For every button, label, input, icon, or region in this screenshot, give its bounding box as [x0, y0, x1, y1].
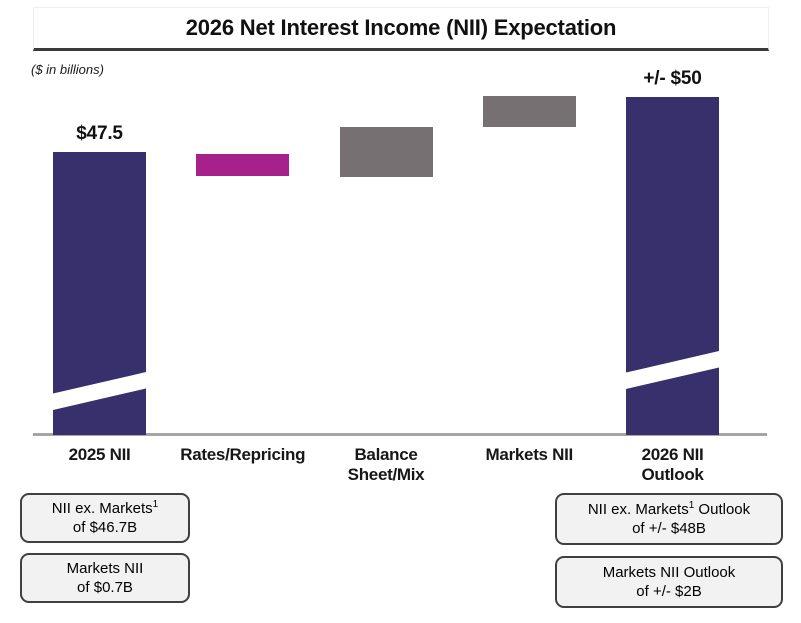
chart-title: 2026 Net Interest Income (NII) Expectati… [185, 15, 617, 40]
category-label-2025-nii: 2025 NII [25, 445, 175, 465]
bar-rates-repricing [196, 154, 290, 176]
axis-break-slash [626, 347, 719, 393]
category-label-markets-nii: Markets NII [454, 445, 604, 465]
category-label-line: 2026 NII [641, 445, 704, 464]
callout-line: NII ex. Markets1 Outlook [587, 500, 751, 519]
bar-2025-nii [53, 152, 146, 435]
callout-line: NII ex. Markets1 [51, 499, 159, 518]
callout-line: of +/- $2B [636, 583, 702, 600]
callout-line: Markets NII [66, 560, 144, 577]
category-label-balance-sheet-mix: Balance Sheet/Mix [311, 445, 461, 485]
bar-markets-nii [482, 96, 576, 127]
category-label-line: Markets NII [485, 445, 574, 464]
x-axis-line [33, 433, 767, 436]
callout-nii-ex-markets-outlook: NII ex. Markets1 Outlook of +/- $48B [555, 493, 783, 545]
units-note: ($ in billions) [31, 62, 104, 77]
bar-value-label-2026-nii-outlook: +/- $50 [643, 68, 702, 89]
category-label-line: Rates/Repricing [180, 445, 306, 464]
callout-markets-nii: Markets NII of $0.7B [20, 553, 190, 603]
callout-line: of $46.7B [72, 519, 138, 536]
category-label-rates-repricing: Rates/Repricing [168, 445, 318, 465]
category-label-line: Balance [354, 445, 418, 464]
chart-title-box: 2026 Net Interest Income (NII) Expectati… [33, 7, 769, 51]
callout-line: Markets NII Outlook [602, 564, 736, 581]
bar-2026-nii-outlook [626, 97, 719, 435]
bar-balance-sheet-mix [339, 127, 433, 177]
category-label-line: 2025 NII [68, 445, 131, 464]
callout-nii-ex-markets: NII ex. Markets1 of $46.7B [20, 493, 190, 543]
callout-line: of +/- $48B [632, 520, 706, 537]
category-label-line: Sheet/Mix [347, 465, 425, 484]
axis-break-slash [53, 368, 146, 414]
category-label-2026-nii-outlook: 2026 NII Outlook [598, 445, 748, 485]
category-label-line: Outlook [641, 465, 704, 484]
bar-value-label-2025-nii: $47.5 [76, 123, 123, 144]
callout-markets-nii-outlook: Markets NII Outlook of +/- $2B [555, 556, 783, 608]
callout-line: of $0.7B [77, 579, 133, 596]
